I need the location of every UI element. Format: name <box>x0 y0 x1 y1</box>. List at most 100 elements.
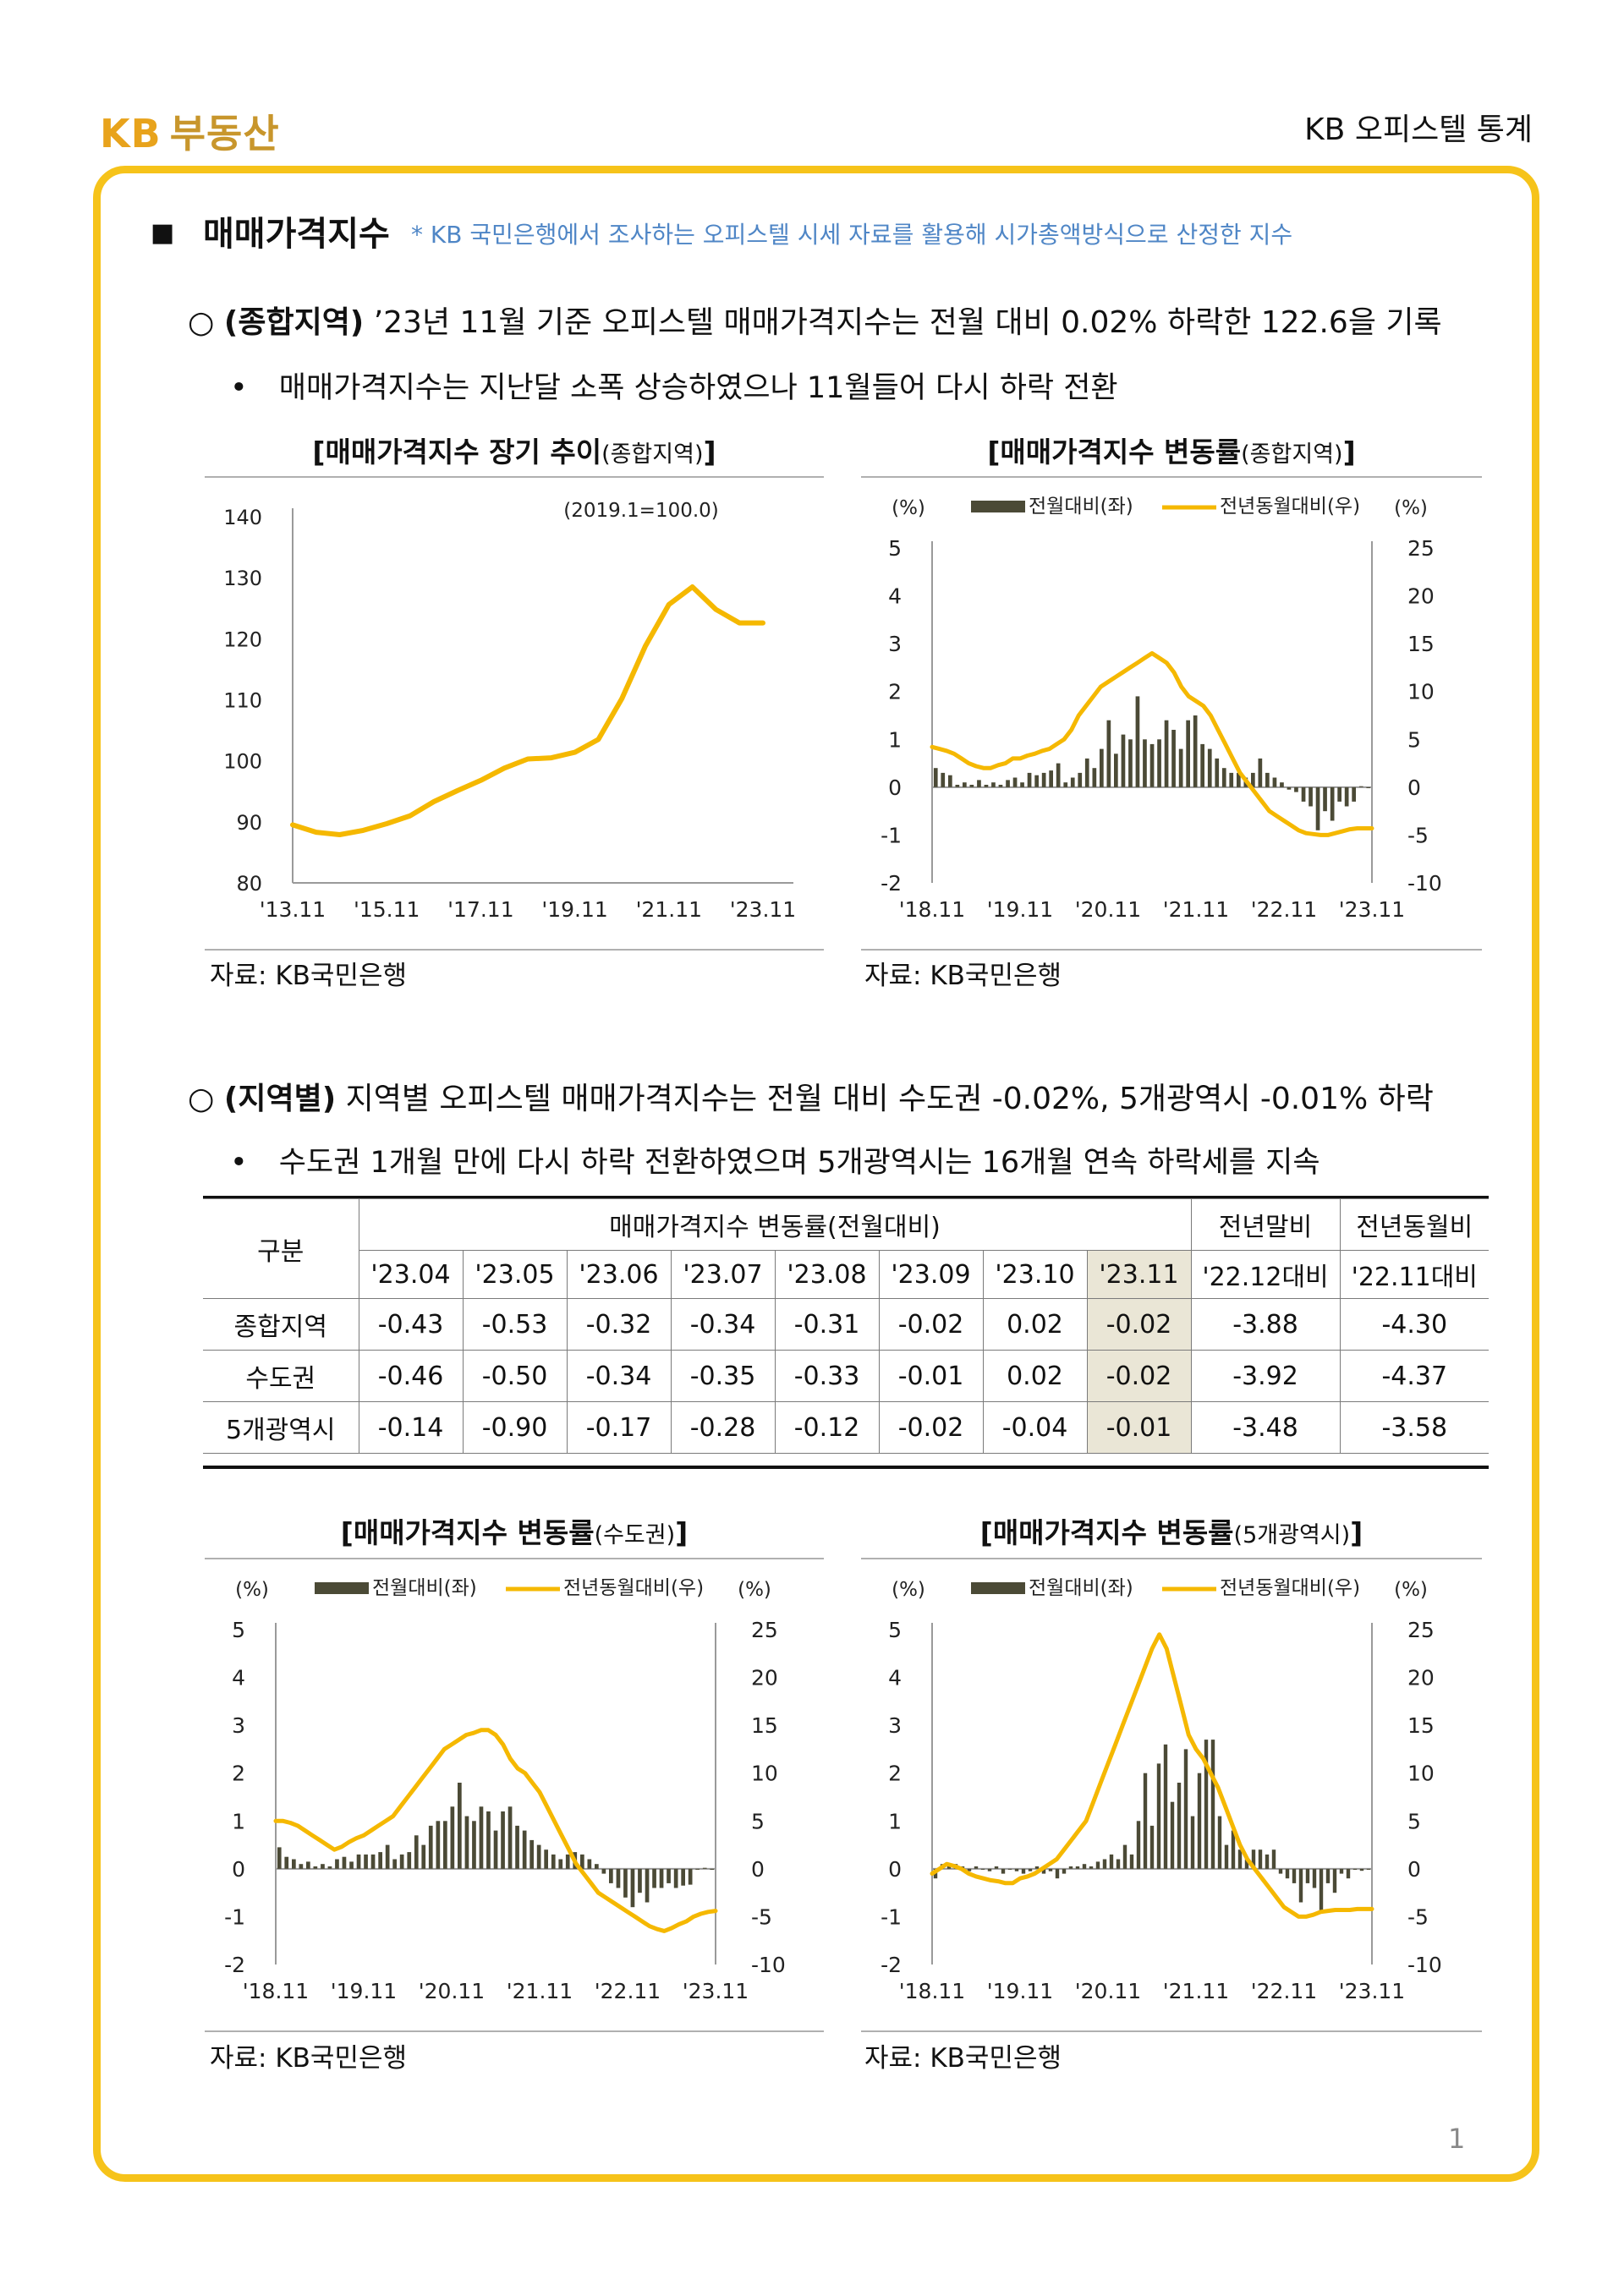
table-cell: -4.37 <box>1339 1350 1489 1402</box>
table-col-header: '23.05 <box>462 1250 568 1299</box>
regional-change-table: 구분 매매가격지수 변동률(전월대비) 전년말비 전년동월비 '23.04 '2… <box>203 1198 1489 1454</box>
mom-bar <box>1063 782 1068 787</box>
section-title: 매매가격지수 <box>203 215 390 254</box>
table-cell: -0.02 <box>878 1298 984 1351</box>
mom-bar <box>587 1859 592 1869</box>
x-tick-label: '19.11 <box>987 1979 1053 2003</box>
mom-bar <box>1164 720 1169 787</box>
mom-bar <box>284 1856 289 1869</box>
mom-bar <box>335 1859 339 1869</box>
change-metro5-chart: (%) (%)전월대비(좌) 전년동월대비(우)543210-1-225201510… <box>881 1577 1442 2003</box>
chart4-title-sub: (5개광역시) <box>1233 1522 1351 1548</box>
item2-line: ○ (지역별) 지역별 오피스텔 매매가격지수는 전월 대비 수도권 -0.02… <box>188 1074 1434 1118</box>
chart3-title: [매매가격지수 변동률(수도권)] <box>205 1510 824 1551</box>
mom-bar <box>1258 758 1263 787</box>
table-bottom-rule <box>203 1466 1489 1469</box>
x-tick-label: '18.11 <box>899 1979 965 2003</box>
table-row: 5개광역시 -0.14 -0.90 -0.17 -0.28 -0.12 -0.0… <box>203 1401 1489 1454</box>
y-left-tick-label: 0 <box>232 1857 245 1882</box>
table-header-extra-1: 전년말비 <box>1190 1198 1341 1251</box>
mom-bar <box>1095 1861 1100 1869</box>
mom-bar <box>969 785 974 787</box>
mom-bar <box>1305 1868 1310 1883</box>
table-col-header: '23.10 <box>982 1250 1088 1299</box>
mom-bar <box>673 1868 678 1888</box>
long-term-line-chart: 140 130 120 110 100 90 80'13.11 '15.11 '17.11 '19… <box>223 500 796 922</box>
y-tick-label: 130 <box>223 567 262 590</box>
mom-bar <box>1229 772 1234 787</box>
y-left-tick-label: -2 <box>224 1953 245 1977</box>
table-col-header: '23.06 <box>566 1250 672 1299</box>
y-right-tick-label: -5 <box>1407 823 1429 847</box>
mom-bar <box>1298 1868 1303 1903</box>
table-col-header: '23.08 <box>774 1250 880 1299</box>
mom-bar <box>1129 1854 1134 1869</box>
x-tick-label: '21.11 <box>1163 897 1229 922</box>
mom-bar <box>933 768 938 787</box>
mom-bar <box>1078 772 1083 787</box>
mom-bar <box>984 785 989 787</box>
x-tick-label: '19.11 <box>541 897 607 922</box>
base-annotation: (2019.1=100.0) <box>563 500 719 522</box>
mom-bar <box>1170 1801 1175 1869</box>
mom-bar <box>1143 1773 1148 1869</box>
mom-bar <box>450 1806 455 1869</box>
chart3-source: 자료: KB국민은행 <box>210 2043 408 2074</box>
mom-bar <box>1128 739 1133 787</box>
y-right-tick-label: 25 <box>751 1618 778 1642</box>
mom-bar <box>1278 1868 1283 1874</box>
chart4-bottom-rule <box>861 2030 1482 2032</box>
mom-bar <box>974 1866 979 1869</box>
mom-bar <box>501 1811 505 1869</box>
mom-bar <box>544 1849 548 1869</box>
mom-bar <box>991 782 996 787</box>
right-unit: (%) <box>1394 1579 1428 1601</box>
mom-bar <box>1237 772 1241 787</box>
mom-bar <box>392 1859 397 1869</box>
index-line <box>290 584 765 837</box>
table-cell: -0.53 <box>462 1298 568 1351</box>
mom-bar <box>980 1868 985 1870</box>
x-tick-label: '20.11 <box>419 1979 485 2003</box>
mom-bar <box>967 1868 972 1871</box>
mom-bar <box>1028 1868 1033 1871</box>
legend-line-label: 전년동월대비(우) <box>563 1577 704 1599</box>
mom-bar <box>1068 1866 1073 1869</box>
mom-bar <box>1197 1773 1202 1869</box>
y-left-tick-label: 5 <box>888 536 902 561</box>
y-left-tick-label: 1 <box>888 1809 902 1833</box>
chart2-title-sub: (종합지역) <box>1241 441 1343 468</box>
mom-bar <box>1210 1740 1215 1869</box>
x-tick-label: '18.11 <box>899 897 965 922</box>
y-left-tick-label: 4 <box>888 1666 902 1690</box>
y-right-tick-label: 5 <box>1407 727 1421 752</box>
logo-kb: KB <box>100 111 162 156</box>
mom-bar <box>695 1868 700 1870</box>
table-cell: 0.02 <box>982 1298 1088 1351</box>
mom-bar <box>1237 1849 1243 1869</box>
item1-sub-marker: • <box>230 371 248 405</box>
y-right-tick-label: 25 <box>1407 1618 1435 1642</box>
table-col-header-current: '23.11 <box>1086 1250 1192 1299</box>
yoy-line <box>930 1632 1374 1919</box>
y-left-tick-label: 3 <box>888 1713 902 1738</box>
x-tick-label: '20.11 <box>1075 1979 1141 2003</box>
table-row: 종합지역 -0.43 -0.53 -0.32 -0.34 -0.31 -0.02… <box>203 1298 1489 1351</box>
chart1-bottom-rule <box>205 949 824 951</box>
mom-bar <box>1143 739 1147 787</box>
item2-sub-text: 수도권 1개월 만에 다시 하락 전환하였으며 5개광역시는 16개월 연속 하… <box>278 1146 1320 1180</box>
content-frame <box>93 166 1539 2182</box>
x-tick-label: '23.11 <box>1339 897 1405 922</box>
y-right-tick-label: 0 <box>751 1857 765 1882</box>
legend-bar-label: 전월대비(좌) <box>1029 1577 1133 1599</box>
mom-bar <box>407 1852 412 1869</box>
mom-bar <box>458 1783 462 1869</box>
mom-bar <box>1204 1740 1209 1869</box>
mom-bar <box>1056 763 1061 787</box>
mom-bar <box>1135 696 1140 787</box>
mom-bar <box>1366 786 1371 788</box>
chart3-title-main: [매매가격지수 변동률 <box>340 1516 595 1549</box>
mom-bar <box>652 1868 656 1888</box>
table-cell: -0.17 <box>566 1401 672 1454</box>
mom-bar <box>1193 715 1198 787</box>
